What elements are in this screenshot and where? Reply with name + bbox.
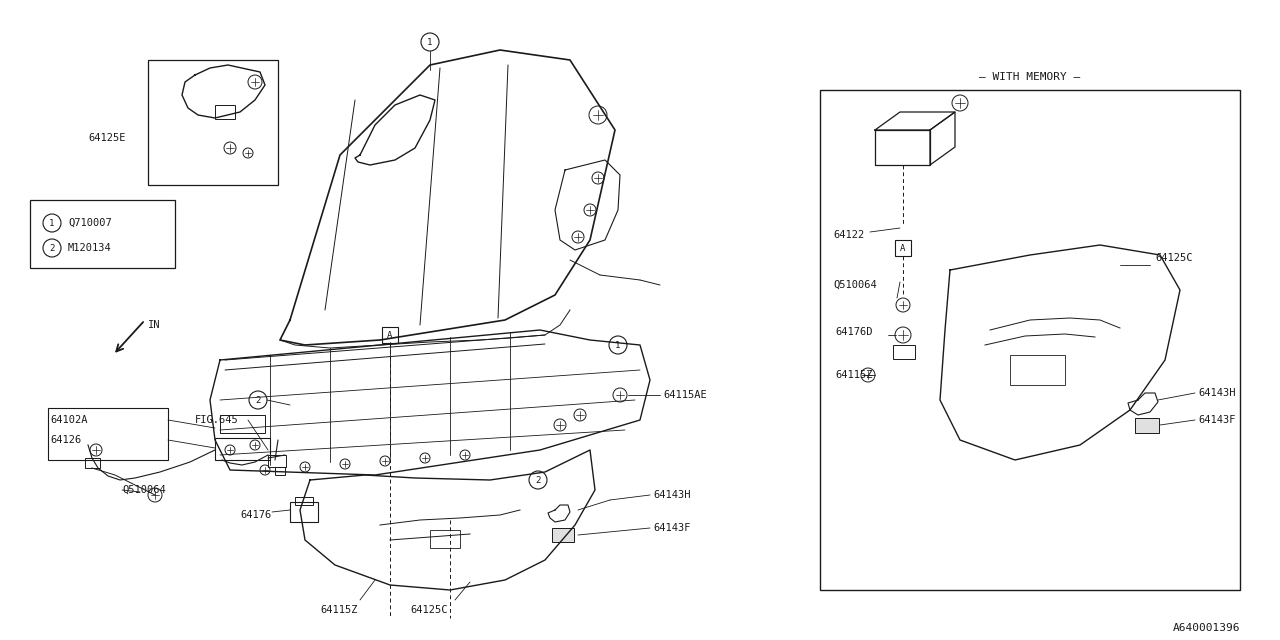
Text: Q710007: Q710007 <box>68 218 111 228</box>
Text: 1: 1 <box>50 218 55 227</box>
Bar <box>893 345 915 359</box>
Text: 64125C: 64125C <box>410 605 448 615</box>
Text: — WITH MEMORY —: — WITH MEMORY — <box>979 72 1080 82</box>
Text: 64125E: 64125E <box>88 133 125 143</box>
Text: 64115Z: 64115Z <box>320 605 357 615</box>
Text: 64143H: 64143H <box>653 490 690 500</box>
Text: 64176: 64176 <box>241 510 271 520</box>
Bar <box>29 200 175 268</box>
Text: 64143F: 64143F <box>653 523 690 533</box>
Text: A: A <box>900 243 906 253</box>
Bar <box>215 438 270 460</box>
Bar <box>820 90 1240 590</box>
Text: 64143H: 64143H <box>1198 388 1235 398</box>
Bar <box>84 458 100 468</box>
Bar <box>381 327 398 343</box>
Text: 64176D: 64176D <box>835 327 873 337</box>
Text: A: A <box>388 330 393 339</box>
Text: 1: 1 <box>428 38 433 47</box>
Bar <box>220 415 265 433</box>
Bar <box>275 467 285 475</box>
Text: A640001396: A640001396 <box>1172 623 1240 633</box>
Text: 2: 2 <box>535 476 540 484</box>
Bar <box>291 502 317 522</box>
Bar <box>215 105 236 119</box>
Text: 64115Z: 64115Z <box>835 370 873 380</box>
Text: 64102A: 64102A <box>50 415 87 425</box>
Text: 64115AE: 64115AE <box>663 390 707 400</box>
Text: FIG.645: FIG.645 <box>195 415 239 425</box>
Bar <box>148 60 278 185</box>
Text: 64143F: 64143F <box>1198 415 1235 425</box>
Bar <box>895 240 911 256</box>
Text: 1: 1 <box>616 340 621 349</box>
Text: 64122: 64122 <box>833 230 864 240</box>
Bar <box>268 455 285 467</box>
Bar <box>294 497 314 505</box>
Text: Q510064: Q510064 <box>833 280 877 290</box>
Text: 64126: 64126 <box>50 435 81 445</box>
Bar <box>1135 418 1158 433</box>
Bar <box>1010 355 1065 385</box>
Text: 2: 2 <box>255 396 261 404</box>
Bar <box>552 528 573 542</box>
Bar <box>49 408 168 460</box>
Text: IN: IN <box>148 320 160 330</box>
Bar <box>430 530 460 548</box>
Text: 64125C: 64125C <box>1155 253 1193 263</box>
Text: Q510064: Q510064 <box>122 485 165 495</box>
Text: M120134: M120134 <box>68 243 111 253</box>
Text: 2: 2 <box>50 243 55 253</box>
